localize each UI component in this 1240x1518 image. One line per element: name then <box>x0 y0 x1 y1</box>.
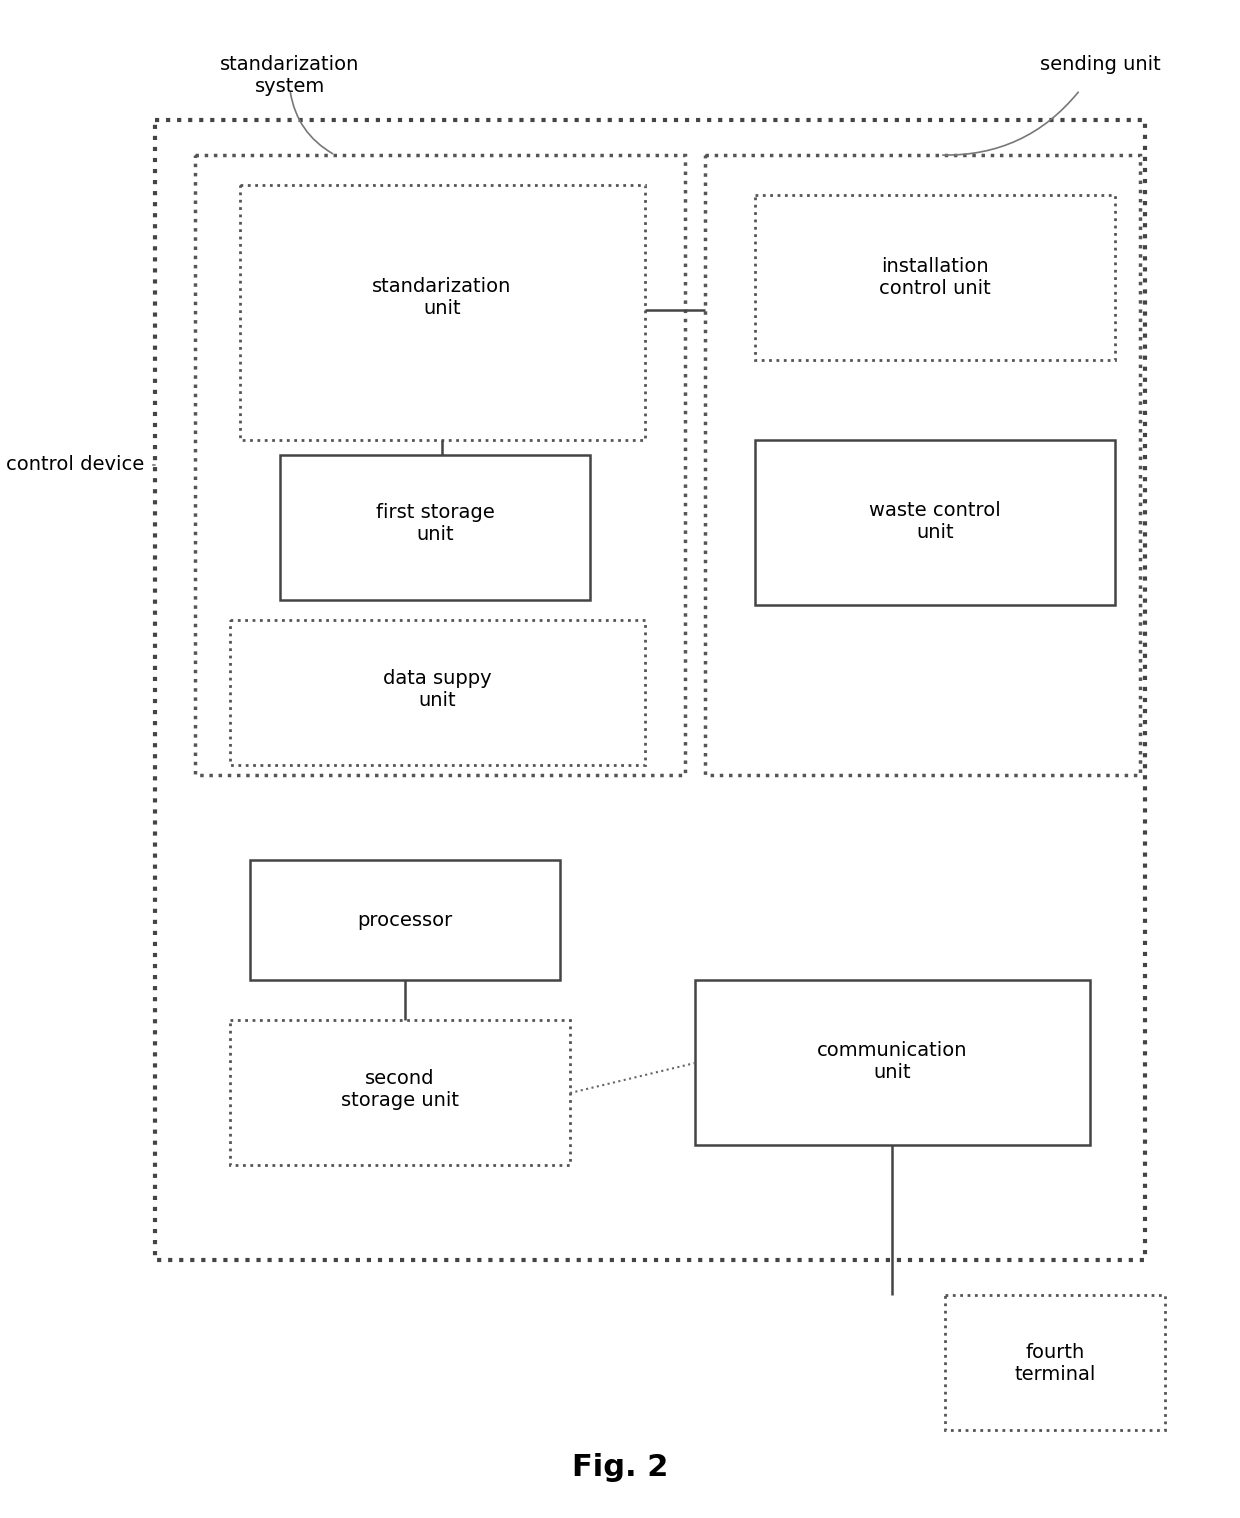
Bar <box>195 155 684 776</box>
Bar <box>250 861 560 981</box>
Text: second
storage unit: second storage unit <box>341 1070 459 1111</box>
Text: fourth
terminal: fourth terminal <box>1014 1342 1096 1383</box>
Bar <box>945 1295 1166 1430</box>
Text: first storage
unit: first storage unit <box>376 504 495 545</box>
Bar <box>241 185 645 440</box>
Text: communication
unit: communication unit <box>817 1041 967 1082</box>
Text: processor: processor <box>357 911 453 929</box>
Bar <box>694 981 1090 1145</box>
Bar <box>280 455 590 600</box>
Text: control device: control device <box>6 455 144 475</box>
Text: standarization
unit: standarization unit <box>372 278 512 319</box>
Bar <box>755 194 1115 360</box>
Text: Fig. 2: Fig. 2 <box>572 1454 668 1483</box>
Text: standarization
system: standarization system <box>221 55 360 96</box>
Text: installation
control unit: installation control unit <box>879 257 991 298</box>
Text: sending unit: sending unit <box>1039 55 1161 74</box>
Bar <box>755 440 1115 606</box>
Bar <box>706 155 1140 776</box>
Bar <box>229 1020 570 1164</box>
Bar <box>155 120 1145 1260</box>
Text: waste control
unit: waste control unit <box>869 501 1001 542</box>
Text: data suppy
unit: data suppy unit <box>383 669 491 710</box>
Bar <box>229 619 645 765</box>
